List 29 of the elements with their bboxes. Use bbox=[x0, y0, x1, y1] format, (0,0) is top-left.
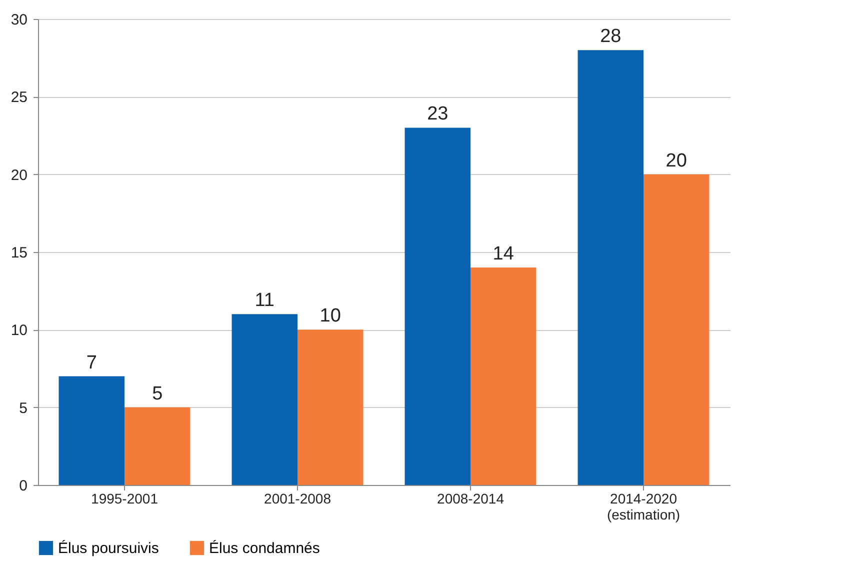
x-tick-label: 2001-2008 bbox=[264, 490, 332, 506]
bar bbox=[124, 407, 190, 485]
data-label: 14 bbox=[492, 244, 514, 265]
y-tick-label: 10 bbox=[10, 322, 28, 340]
bar bbox=[232, 314, 298, 485]
data-label: 5 bbox=[152, 383, 163, 404]
data-label: 23 bbox=[427, 104, 448, 125]
data-label: 28 bbox=[600, 26, 622, 48]
x-tick-label: 1995-2001 bbox=[91, 490, 158, 506]
y-tick-label: 20 bbox=[10, 166, 28, 184]
y-tick-label: 30 bbox=[10, 12, 28, 28]
y-tick-label: 5 bbox=[19, 400, 28, 417]
bar bbox=[578, 50, 644, 485]
x-tick-label: 2014-2020 (estimation) bbox=[606, 490, 680, 522]
legend-label: Élus poursuivis bbox=[58, 539, 159, 557]
data-label: 10 bbox=[320, 306, 341, 327]
data-label: 7 bbox=[86, 352, 97, 374]
y-tick-label: 25 bbox=[10, 89, 28, 106]
bar bbox=[644, 174, 710, 485]
y-tick-label: 0 bbox=[19, 478, 28, 494]
legend-label: Élus condamnés bbox=[209, 539, 320, 557]
data-label: 20 bbox=[666, 150, 687, 172]
bar bbox=[58, 376, 124, 485]
bar bbox=[404, 128, 470, 485]
bar bbox=[298, 330, 364, 485]
x-tick-label: 2008-2014 bbox=[437, 490, 504, 506]
y-tick-label: 15 bbox=[10, 244, 28, 262]
bar bbox=[470, 268, 536, 485]
data-label: 11 bbox=[254, 290, 274, 312]
